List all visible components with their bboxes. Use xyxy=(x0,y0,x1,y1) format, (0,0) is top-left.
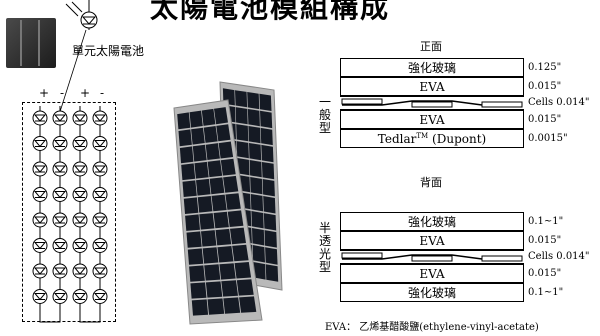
cell-diode xyxy=(32,161,48,177)
cell-diode xyxy=(52,289,68,304)
layer-thickness: 0.1~1" xyxy=(528,215,564,227)
cell-diode xyxy=(72,238,88,253)
cell-diode xyxy=(72,136,88,151)
cell-diode xyxy=(32,289,48,304)
cell-layer xyxy=(340,96,524,110)
cell-array-box xyxy=(22,102,116,322)
layer-3: EVA xyxy=(340,264,524,283)
layer-0: 強化玻璃 xyxy=(340,58,524,77)
cell-diode xyxy=(92,187,108,202)
cell-diode xyxy=(32,212,48,228)
layer-label: 強化玻璃 xyxy=(407,215,456,229)
pointer-line xyxy=(57,29,87,119)
solar-cell-image xyxy=(6,18,56,68)
layer-1: EVA xyxy=(340,231,524,250)
layer-thickness: 0.0015" xyxy=(528,132,568,144)
cell-diode xyxy=(52,263,68,279)
cell-diode xyxy=(72,161,88,177)
layer-thickness: 0.015" xyxy=(528,267,562,279)
side-char: 光 xyxy=(318,247,331,261)
terminal-minus-1: - xyxy=(60,86,65,100)
cell-diode xyxy=(92,238,108,253)
layer-label: EVA xyxy=(419,79,445,94)
cell-diode xyxy=(32,263,48,279)
cell-diode xyxy=(32,110,48,126)
layer-3: EVA xyxy=(340,110,524,129)
cell-diode xyxy=(52,110,68,126)
side-char: 透 xyxy=(318,234,331,248)
layer-label: 強化玻璃 xyxy=(407,286,456,300)
cell-diode xyxy=(72,289,88,304)
back-label: 背面 xyxy=(420,176,442,189)
cell-label: 單元太陽電池 xyxy=(72,44,145,58)
layer-4: TedlarTM (Dupont) xyxy=(340,129,524,148)
cell-diode xyxy=(92,136,108,151)
layer-thickness: 0.015" xyxy=(528,80,562,92)
cell-diode xyxy=(92,110,108,126)
cell-diode xyxy=(32,238,48,253)
layer-thickness: Cells 0.014" xyxy=(528,97,590,108)
cell-symbol xyxy=(65,0,98,30)
terminal-plus-2: + xyxy=(80,86,91,100)
layer-label: 強化玻璃 xyxy=(407,61,456,75)
section-side-label: 半透光型 xyxy=(318,222,332,274)
cell-array xyxy=(32,106,108,323)
cell-diode xyxy=(32,136,48,151)
layer-label: EVA xyxy=(419,112,445,127)
eva-note: EVA： 乙烯基醋酸鹽(ethylene-vinyl-acetate) xyxy=(325,322,539,333)
cell-diode xyxy=(92,161,108,177)
layer-4: 強化玻璃 xyxy=(340,283,524,302)
side-char: 型 xyxy=(318,121,331,135)
page-title: 太陽電池模組構成 xyxy=(150,0,391,24)
layer-thickness: 0.1~1" xyxy=(528,286,564,298)
layer-thickness: 0.125" xyxy=(528,61,562,73)
solar-panel xyxy=(173,99,263,325)
layer-thickness: 0.015" xyxy=(528,113,562,125)
layer-1: EVA xyxy=(340,77,524,96)
section-side-label: 一般型 xyxy=(318,96,332,135)
cell-diode xyxy=(92,212,108,228)
cell-diode xyxy=(52,238,68,253)
cell-diode xyxy=(52,212,68,228)
cell-diode xyxy=(72,187,88,202)
cell-diode xyxy=(92,289,108,304)
cell-diode xyxy=(92,263,108,279)
side-char: 型 xyxy=(318,260,331,274)
cell-layer xyxy=(340,250,524,264)
front-label: 正面 xyxy=(420,40,442,53)
side-char: 一 xyxy=(318,95,331,109)
side-char: 般 xyxy=(318,108,331,122)
layer-label: TedlarTM (Dupont) xyxy=(377,131,487,146)
cell-diode xyxy=(52,161,68,177)
cell-diode xyxy=(32,187,48,202)
layer-0: 強化玻璃 xyxy=(340,212,524,231)
module-photo xyxy=(122,80,304,326)
layer-label: EVA xyxy=(419,233,445,248)
cell-diode xyxy=(72,263,88,279)
terminal-minus-2: - xyxy=(100,86,105,100)
layer-thickness: Cells 0.014" xyxy=(528,251,590,262)
layer-label: EVA xyxy=(419,266,445,281)
layer-thickness: 0.015" xyxy=(528,234,562,246)
side-char: 半 xyxy=(318,221,331,235)
cell-diode xyxy=(52,136,68,151)
cell-diode xyxy=(52,187,68,202)
panel-drawing xyxy=(173,81,283,325)
terminal-plus-1: + xyxy=(39,86,50,100)
cell-diode xyxy=(72,212,88,228)
cell-diode xyxy=(72,110,88,126)
